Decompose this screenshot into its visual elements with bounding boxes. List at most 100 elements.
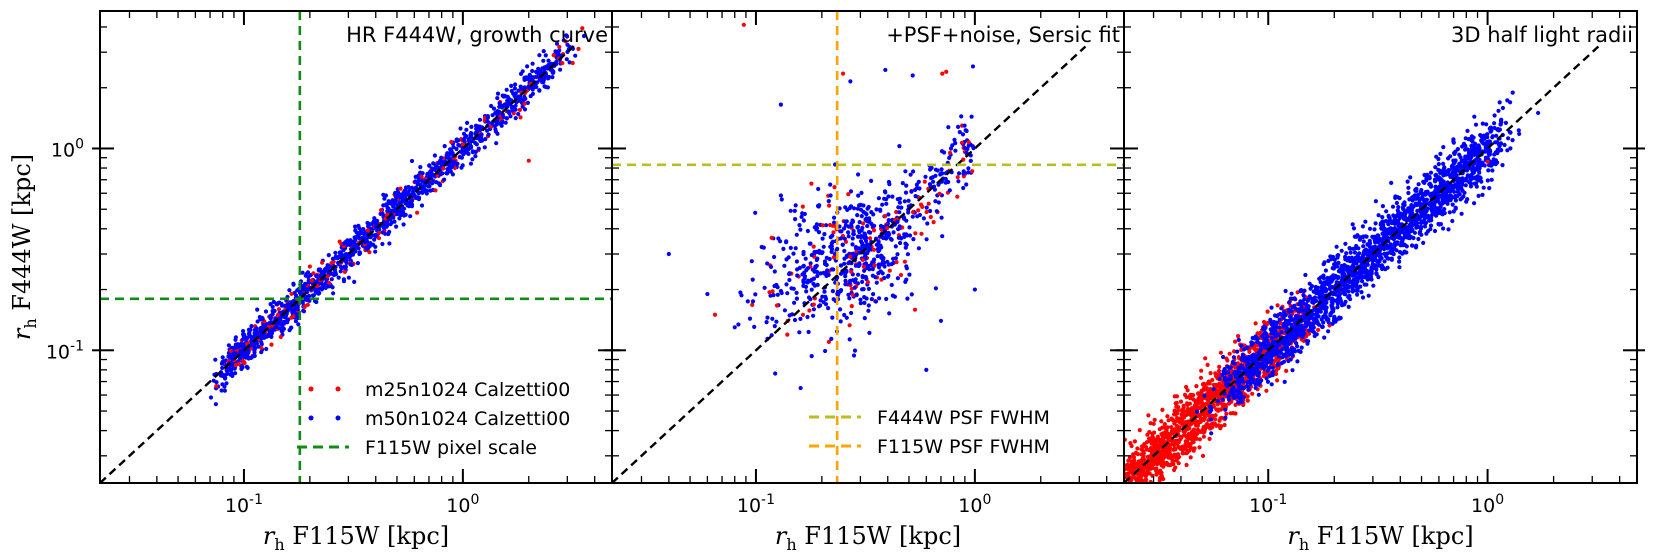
scatter-point-m50 [293, 319, 298, 324]
scatter-point-m50 [1506, 136, 1511, 141]
scatter-point-m50 [520, 69, 525, 74]
scatter-point-m25 [1224, 411, 1229, 416]
scatter-point-m50 [461, 151, 466, 157]
scatter-point-m50 [314, 299, 319, 305]
scatter-point-m25 [1253, 321, 1258, 326]
scatter-point-m50 [935, 168, 940, 173]
scatter-point-m50 [825, 268, 830, 273]
scatter-point-m50 [396, 191, 401, 196]
scatter-point-m50 [933, 286, 939, 291]
scatter-point-m50 [496, 110, 501, 115]
scatter-point-m50 [1247, 379, 1252, 384]
scatter-point-m25 [826, 339, 832, 344]
scatter-point-m25 [1172, 408, 1177, 413]
scatter-point-m50 [893, 256, 899, 261]
scatter-point-m50 [924, 237, 929, 242]
ticks [604, 11, 1132, 483]
scatter-point-m25 [785, 332, 790, 337]
scatter-point-m50 [1279, 306, 1284, 311]
scatter-point-m50 [459, 155, 464, 160]
scatter-point-m50 [1322, 335, 1327, 340]
scatter-point-m50 [849, 224, 854, 229]
scatter-point-m50 [877, 244, 882, 249]
scatter-point-m50 [897, 144, 902, 149]
scatter-point-m50 [884, 296, 889, 302]
scatter-point-m50 [805, 228, 811, 234]
scatter-point-m50 [554, 41, 560, 46]
scatter-point-m25 [1145, 432, 1150, 437]
scatter-point-m25 [1178, 399, 1184, 404]
scatter-point-m50 [437, 182, 442, 187]
scatter-point-m50 [1289, 291, 1294, 296]
scatter-point-m50 [857, 203, 862, 208]
scatter-point-m50 [326, 253, 331, 258]
scatter-point-m25 [1225, 388, 1230, 393]
scatter-point-m50 [390, 198, 395, 203]
scatter-point-m50 [543, 53, 548, 58]
scatter-point-m50 [1236, 337, 1241, 342]
scatter-point-m50 [466, 138, 471, 143]
scatter-point-m50 [811, 313, 816, 318]
scatter-point-m25 [1150, 440, 1155, 446]
scatter-point-m50 [1361, 244, 1366, 249]
scatter-point-m50 [1209, 431, 1214, 436]
scatter-point-m50 [1436, 162, 1441, 167]
scatter-point-m25 [1131, 467, 1136, 472]
scatter-point-m50 [251, 354, 256, 359]
scatter-point-m50 [938, 318, 944, 323]
scatter-point-m50 [546, 58, 551, 63]
scatter-point-m50 [830, 315, 835, 320]
scatter-point-m50 [454, 146, 459, 152]
scatter-point-m50 [1304, 324, 1309, 329]
scatter-point-m50 [331, 291, 336, 296]
scatter-point-m50 [470, 157, 475, 162]
scatter-point-m25 [526, 158, 531, 163]
scatter-point-m25 [1168, 442, 1173, 447]
scatter-point-m50 [277, 300, 282, 305]
scatter-point-m50 [794, 232, 799, 237]
scatter-point-m50 [890, 293, 896, 298]
scatter-point-m50 [1500, 163, 1505, 168]
scatter-point-m50 [1283, 288, 1288, 294]
scatter-point-m50 [228, 354, 233, 359]
scatter-point-m50 [792, 300, 797, 305]
scatter-point-m25 [928, 214, 933, 220]
scatter-point-m25 [820, 223, 825, 228]
scatter-point-m50 [473, 123, 479, 128]
scatter-point-m50 [798, 385, 803, 391]
scatter-point-m50 [873, 275, 878, 280]
scatter-point-m50 [805, 314, 810, 320]
scatter-point-m50 [1472, 201, 1477, 206]
scatter-point-m50 [528, 94, 533, 99]
scatter-point-m25 [861, 221, 866, 226]
scatter-point-m25 [1275, 378, 1280, 383]
scatter-point-m25 [1148, 445, 1153, 451]
scatter-point-m50 [1489, 177, 1494, 182]
scatter-point-m50 [797, 265, 803, 270]
scatter-point-m50 [824, 223, 829, 228]
legend-marker [308, 415, 314, 421]
scatter-point-m50 [509, 83, 514, 88]
scatter-point-m50 [924, 367, 929, 372]
scatter-point-m50 [969, 114, 974, 119]
scatter-point-m25 [1175, 408, 1180, 413]
scatter-point-m50 [801, 280, 806, 285]
scatter-point-m50 [259, 316, 264, 321]
scatter-point-m50 [359, 230, 364, 235]
scatter-point-m25 [307, 264, 312, 269]
scatter-point-m50 [330, 285, 335, 290]
scatter-point-m25 [309, 278, 314, 283]
scatter-point-m25 [846, 192, 851, 197]
scatter-point-m50 [848, 79, 853, 84]
scatter-point-m50 [829, 241, 834, 246]
scatter-point-m50 [862, 231, 867, 236]
scatter-point-m50 [269, 332, 274, 337]
scatter-point-m25 [887, 268, 892, 273]
scatter-point-m50 [877, 296, 882, 301]
scatter-point-m50 [906, 198, 911, 203]
scatter-point-m50 [798, 227, 803, 232]
scatter-point-m50 [353, 228, 358, 233]
x-axis-label: rh F115W [kpc] [775, 522, 961, 554]
scatter-point-m50 [255, 319, 260, 324]
scatter-point-m50 [1318, 280, 1323, 285]
